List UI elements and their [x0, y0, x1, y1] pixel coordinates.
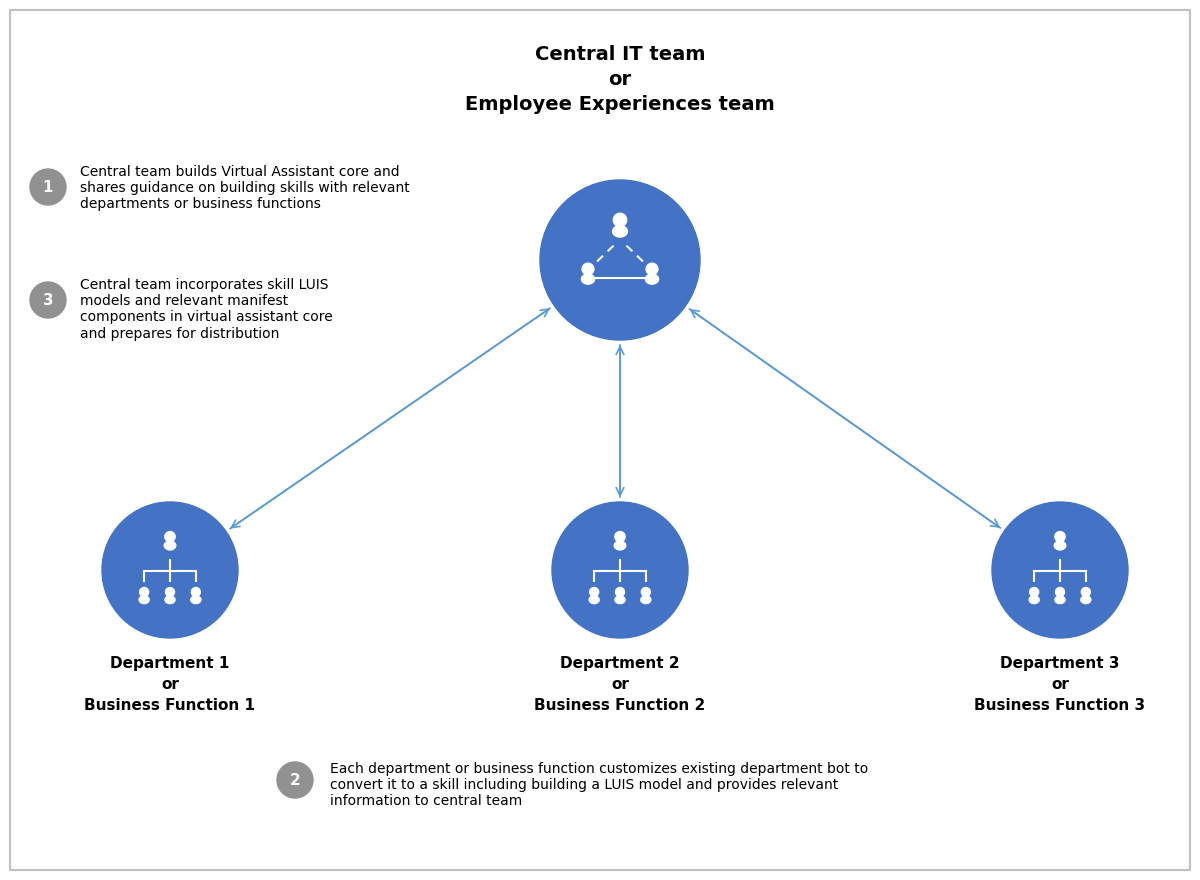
Ellipse shape [164, 596, 175, 604]
Circle shape [30, 282, 66, 318]
Circle shape [992, 502, 1128, 638]
Circle shape [1030, 588, 1039, 597]
Circle shape [30, 169, 66, 205]
Ellipse shape [1055, 541, 1066, 550]
Ellipse shape [164, 541, 175, 550]
Circle shape [277, 762, 313, 798]
Circle shape [139, 588, 149, 597]
Circle shape [589, 588, 599, 597]
Circle shape [614, 532, 625, 542]
Ellipse shape [582, 274, 594, 284]
Text: 1: 1 [43, 180, 53, 194]
Circle shape [616, 588, 624, 597]
Ellipse shape [1030, 596, 1039, 604]
Ellipse shape [641, 596, 650, 604]
Circle shape [552, 502, 688, 638]
Circle shape [166, 588, 174, 597]
Ellipse shape [139, 596, 149, 604]
Circle shape [164, 532, 175, 542]
Text: Department 3
or
Business Function 3: Department 3 or Business Function 3 [974, 656, 1146, 713]
Ellipse shape [589, 596, 599, 604]
Text: 3: 3 [43, 292, 53, 307]
Circle shape [1055, 532, 1066, 542]
Ellipse shape [1055, 596, 1066, 604]
FancyBboxPatch shape [10, 10, 1190, 870]
Text: 2: 2 [289, 773, 300, 788]
Text: Each department or business function customizes existing department bot to
conve: Each department or business function cus… [330, 762, 869, 809]
Text: Central team builds Virtual Assistant core and
shares guidance on building skill: Central team builds Virtual Assistant co… [80, 165, 409, 211]
Text: Department 1
or
Business Function 1: Department 1 or Business Function 1 [84, 656, 256, 713]
Ellipse shape [614, 541, 625, 550]
Circle shape [641, 588, 650, 597]
Ellipse shape [191, 596, 200, 604]
Circle shape [540, 180, 700, 340]
Ellipse shape [614, 596, 625, 604]
Text: Central team incorporates skill LUIS
models and relevant manifest
components in : Central team incorporates skill LUIS mod… [80, 278, 332, 341]
Ellipse shape [646, 274, 659, 284]
Text: Department 2
or
Business Function 2: Department 2 or Business Function 2 [534, 656, 706, 713]
Circle shape [191, 588, 200, 597]
Text: Central IT team
or
Employee Experiences team: Central IT team or Employee Experiences … [466, 45, 775, 114]
Circle shape [646, 263, 658, 275]
Circle shape [613, 213, 626, 227]
Circle shape [1081, 588, 1091, 597]
Ellipse shape [1081, 596, 1091, 604]
Ellipse shape [612, 225, 628, 237]
Circle shape [102, 502, 238, 638]
Circle shape [1056, 588, 1064, 597]
Circle shape [582, 263, 594, 275]
